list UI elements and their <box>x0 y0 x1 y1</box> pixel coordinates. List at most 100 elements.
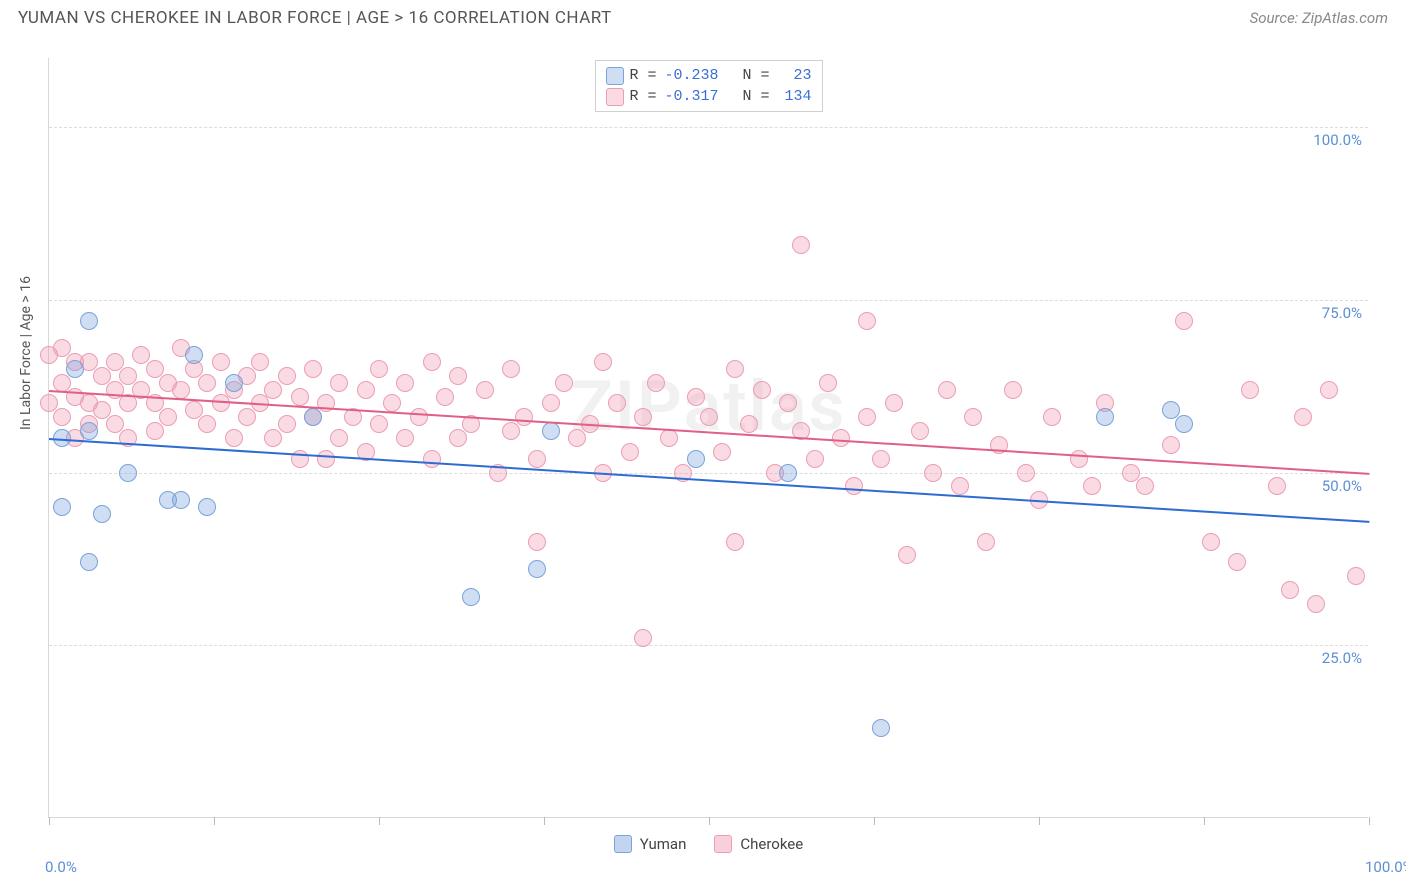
data-point <box>528 560 546 578</box>
data-point <box>370 415 388 433</box>
data-point <box>212 353 230 371</box>
data-point <box>1162 436 1180 454</box>
data-point <box>80 422 98 440</box>
data-point <box>53 498 71 516</box>
data-point <box>858 408 876 426</box>
data-point <box>1070 450 1088 468</box>
chart-header: YUMAN VS CHEROKEE IN LABOR FORCE | AGE >… <box>0 0 1406 34</box>
stats-row: R = -0.317 N = 134 <box>605 86 811 107</box>
data-point <box>1043 408 1061 426</box>
data-point <box>885 394 903 412</box>
data-point <box>476 381 494 399</box>
stat-n-label: N = <box>725 86 770 107</box>
data-point <box>938 381 956 399</box>
data-point <box>198 498 216 516</box>
x-tick <box>49 817 50 825</box>
data-point <box>1347 567 1365 585</box>
data-point <box>330 429 348 447</box>
data-point <box>357 381 375 399</box>
stat-r-label: R = <box>629 86 656 107</box>
data-point <box>845 477 863 495</box>
data-point <box>542 422 560 440</box>
data-point <box>225 429 243 447</box>
stat-r-value: -0.238 <box>663 65 719 86</box>
data-point <box>172 491 190 509</box>
data-point <box>753 381 771 399</box>
y-tick-label: 50.0% <box>1322 477 1362 495</box>
stat-r-value: -0.317 <box>663 86 719 107</box>
data-point <box>832 429 850 447</box>
data-point <box>1136 477 1154 495</box>
data-point <box>264 429 282 447</box>
data-point <box>1241 381 1259 399</box>
data-point <box>647 374 665 392</box>
y-axis-label: In Labor Force | Age > 16 <box>18 276 34 430</box>
data-point <box>964 408 982 426</box>
data-point <box>304 360 322 378</box>
x-tick <box>1369 817 1370 825</box>
gridline <box>49 473 1368 474</box>
data-point <box>924 464 942 482</box>
data-point <box>304 408 322 426</box>
data-point <box>1175 312 1193 330</box>
data-point <box>634 629 652 647</box>
data-point <box>515 408 533 426</box>
x-tick <box>379 817 380 825</box>
chart-source: Source: ZipAtlas.com <box>1250 9 1388 27</box>
data-point <box>687 450 705 468</box>
legend-swatch <box>714 835 732 853</box>
data-point <box>594 353 612 371</box>
data-point <box>819 374 837 392</box>
gridline <box>49 300 1368 301</box>
legend-label: Yuman <box>640 835 687 853</box>
stat-n-value: 134 <box>776 86 812 107</box>
data-point <box>911 422 929 440</box>
stat-n-label: N = <box>725 65 770 86</box>
stats-row: R = -0.238 N = 23 <box>605 65 811 86</box>
gridline <box>49 645 1368 646</box>
legend-label: Cherokee <box>740 835 803 853</box>
data-point <box>225 374 243 392</box>
chart-plot-area: ZIPatlas R =-0.238 N =23R =-0.317 N =134… <box>48 58 1368 818</box>
data-point <box>634 408 652 426</box>
data-point <box>1083 477 1101 495</box>
data-point <box>317 450 335 468</box>
data-point <box>555 374 573 392</box>
data-point <box>146 422 164 440</box>
data-point <box>291 388 309 406</box>
gridline <box>49 127 1368 128</box>
series-legend: Yuman Cherokee <box>49 835 1368 853</box>
data-point <box>1004 381 1022 399</box>
data-point <box>1281 581 1299 599</box>
stat-r-label: R = <box>629 65 656 86</box>
data-point <box>212 394 230 412</box>
data-point <box>726 360 744 378</box>
data-point <box>700 408 718 426</box>
data-point <box>370 360 388 378</box>
data-point <box>410 408 428 426</box>
data-point <box>977 533 995 551</box>
data-point <box>687 388 705 406</box>
data-point <box>1320 381 1338 399</box>
data-point <box>779 464 797 482</box>
data-point <box>172 381 190 399</box>
data-point <box>502 360 520 378</box>
x-tick <box>1039 817 1040 825</box>
data-point <box>528 533 546 551</box>
data-point <box>264 381 282 399</box>
data-point <box>779 394 797 412</box>
x-tick-label: 100.0% <box>1365 858 1406 876</box>
stat-n-value: 23 <box>776 65 812 86</box>
data-point <box>951 477 969 495</box>
data-point <box>1307 595 1325 613</box>
data-point <box>198 374 216 392</box>
data-point <box>1017 464 1035 482</box>
x-tick <box>214 817 215 825</box>
data-point <box>396 374 414 392</box>
data-point <box>713 443 731 461</box>
x-tick <box>709 817 710 825</box>
data-point <box>449 429 467 447</box>
data-point <box>806 450 824 468</box>
data-point <box>621 443 639 461</box>
data-point <box>542 394 560 412</box>
